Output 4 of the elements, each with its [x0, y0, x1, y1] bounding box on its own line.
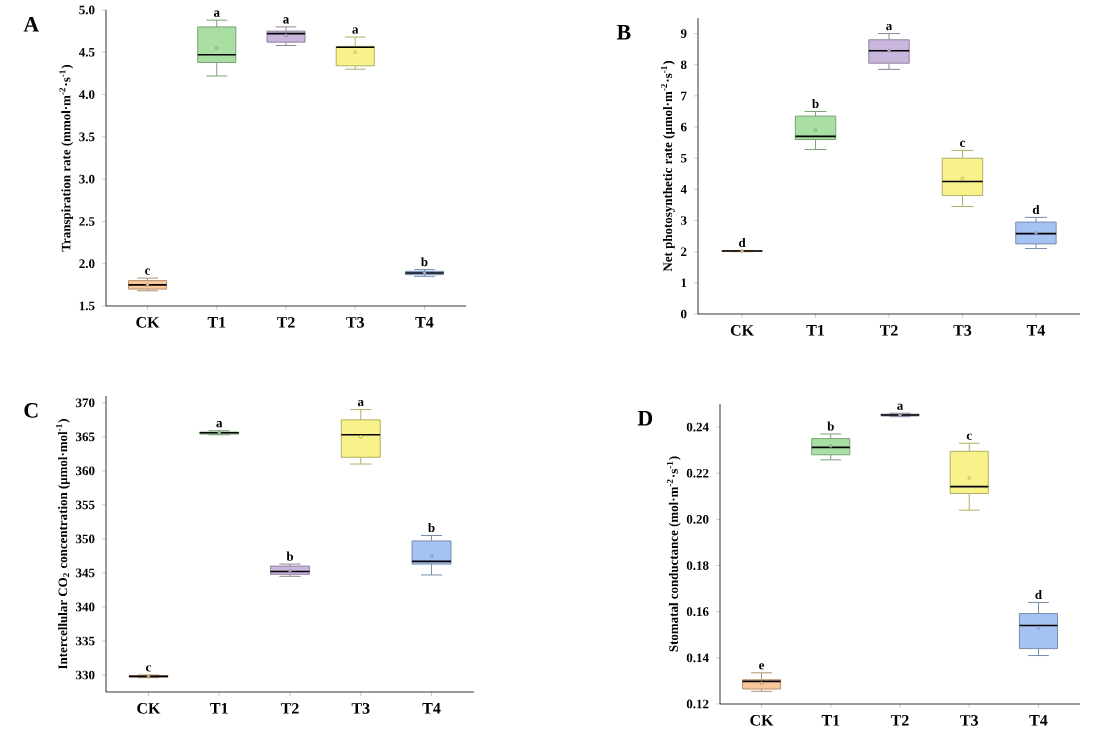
- chart-title: B: [616, 25, 631, 40]
- chart-title: C: [24, 403, 38, 418]
- chart-title: A: [23, 17, 40, 32]
- chart-title: D: [637, 411, 653, 426]
